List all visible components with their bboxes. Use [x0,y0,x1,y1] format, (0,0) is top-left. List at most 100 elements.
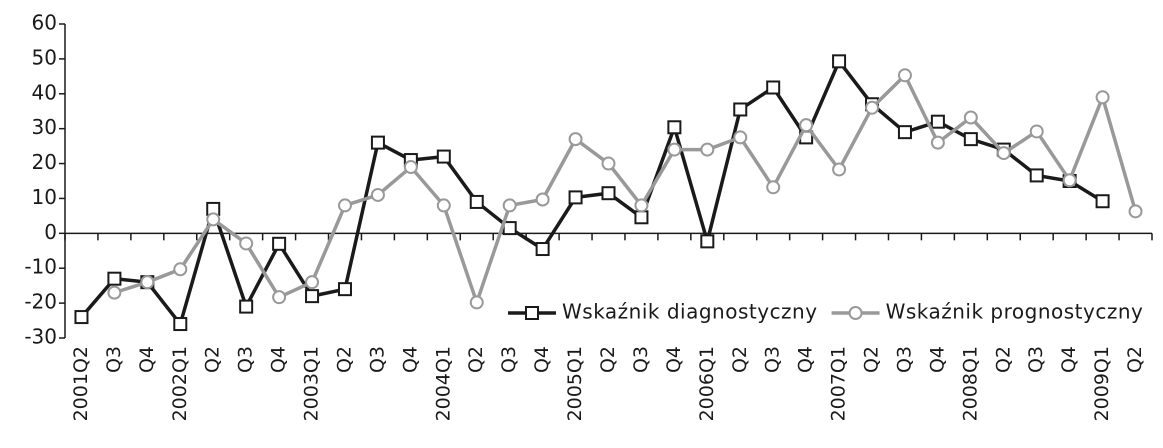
data-point [700,234,715,249]
data-point [930,135,945,150]
x-tick-label: Q4 [1058,346,1080,373]
legend-label: Wskaźnik prognostyczny [886,300,1144,324]
legend: Wskaźnik diagnostyczny Wskaźnik prognosty… [508,300,1143,324]
x-tick-label: Q2 [861,346,883,373]
data-point [403,160,418,175]
x-tick-label: Q4 [795,346,817,373]
data-point [74,310,89,325]
data-point [337,282,352,297]
data-point [502,198,517,213]
data-point [436,198,451,213]
x-tick-label: Q3 [498,346,520,373]
x-tick-label: Q2 [1124,346,1146,373]
data-point [963,110,978,125]
x-tick-label: Q3 [762,346,784,373]
y-tick-label: 50 [32,45,57,69]
data-point [535,242,550,257]
data-point [140,275,155,290]
data-point [272,290,287,305]
data-point [601,156,616,171]
x-tick-label: 2006Q1 [696,346,718,421]
data-point [963,132,978,147]
data-point [206,212,221,227]
data-point [700,142,715,157]
y-tick-label: 20 [32,150,57,174]
x-tick-label: 2007Q1 [828,346,850,421]
x-tick-label: Q3 [893,346,915,373]
x-tick-label: 2003Q1 [301,346,323,421]
data-point [436,149,451,164]
data-point [239,236,254,251]
y-tick-label: -10 [24,255,57,279]
y-tick-label: 60 [32,11,57,35]
y-tick-label: 10 [32,185,57,209]
data-point [173,317,188,332]
legend-marker [848,306,863,320]
data-point [865,100,880,115]
x-tick-label: 2002Q1 [169,346,191,421]
legend-marker [525,306,539,320]
data-point [1029,124,1044,139]
legend-label: Wskaźnik diagnostyczny [562,300,818,324]
data-point [370,135,385,150]
x-tick-label: 2005Q1 [564,346,586,421]
x-tick-label: Q4 [663,346,685,373]
x-tick-label: Q4 [136,346,158,373]
data-point [337,198,352,213]
data-point [897,68,912,83]
x-tick-label: 2004Q1 [432,346,454,421]
x-tick-label: Q4 [268,346,290,373]
y-tick-label: 40 [32,80,57,104]
data-point [469,295,484,310]
x-tick-label: Q2 [729,346,751,373]
x-tick-label: Q3 [1025,346,1047,373]
data-point [996,146,1011,161]
data-point [107,285,122,300]
data-point [305,289,320,304]
data-point [930,114,945,129]
data-point [1095,194,1110,209]
x-tick-label: Q4 [926,346,948,373]
data-point [469,194,484,209]
data-point [1062,173,1077,188]
series-line [80,57,1104,328]
x-tick-label: Q3 [630,346,652,373]
data-point [568,132,583,147]
y-tick-label: 30 [32,115,57,139]
data-point [766,180,781,195]
data-point [535,192,550,207]
data-point [832,54,847,69]
y-tick-label: -20 [24,290,57,314]
x-tick-label: Q4 [531,346,553,373]
data-point [601,186,616,201]
x-tick-label: Q2 [992,346,1014,373]
x-tick-label: 2009Q1 [1091,346,1113,421]
x-tick-label: 2001Q2 [70,346,92,421]
data-point [733,102,748,117]
data-point [239,299,254,314]
data-point [733,130,748,145]
x-tick-label: Q2 [465,346,487,373]
data-point [832,162,847,177]
data-point [107,271,122,286]
x-tick-label: Q2 [597,346,619,373]
data-point [799,118,814,133]
data-point [634,210,649,225]
data-point [1128,204,1143,219]
x-tick-label: Q3 [103,346,125,373]
data-point [634,198,649,213]
data-point [305,275,320,290]
data-point [1029,168,1044,183]
data-point [766,80,781,95]
x-tick-label: 2008Q1 [959,346,981,421]
y-tick-label: -30 [24,325,57,349]
data-point [667,142,682,157]
y-tick-label: 0 [44,220,57,244]
x-tick-label: Q3 [366,346,388,373]
x-tick-label: Q2 [202,346,224,373]
data-point [1095,90,1110,105]
data-point [568,190,583,205]
x-tick-label: Q3 [235,346,257,373]
